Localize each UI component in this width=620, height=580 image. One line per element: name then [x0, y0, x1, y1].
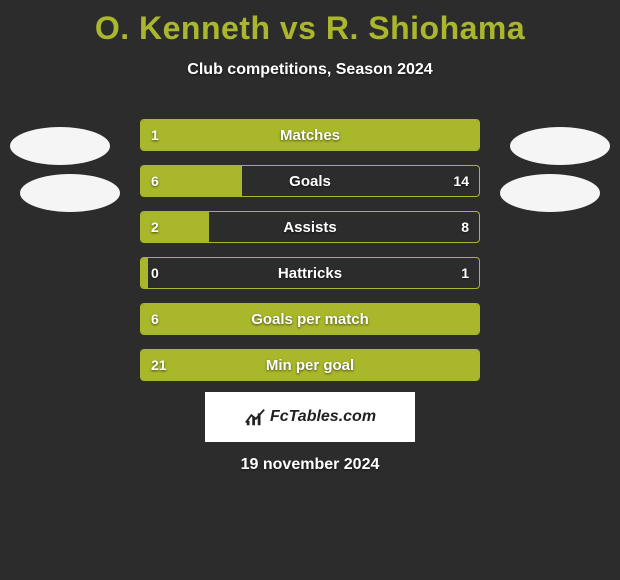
bar-fill — [141, 166, 242, 196]
page-title: O. Kenneth vs R. Shiohama — [0, 0, 620, 47]
bar-label: Hattricks — [141, 258, 479, 288]
bar-fill — [141, 258, 148, 288]
bar-fill — [141, 350, 479, 380]
bar-row: 0Hattricks1 — [140, 257, 480, 289]
player1-avatar — [10, 127, 110, 165]
bar-row: 21Min per goal — [140, 349, 480, 381]
bar-row: 2Assists8 — [140, 211, 480, 243]
bar-row: 1Matches — [140, 119, 480, 151]
bars-container: 1Matches 6Goals14 2Assists8 0Hattricks1 6Goa… — [140, 119, 480, 395]
bar-fill — [141, 212, 209, 242]
bar-fill — [141, 304, 479, 334]
player2-avatar — [510, 127, 610, 165]
page-subtitle: Club competitions, Season 2024 — [0, 61, 620, 79]
bar-fill — [141, 120, 479, 150]
watermark-text: FcTables.com — [270, 408, 376, 426]
player2-avatar-shadow — [500, 174, 600, 212]
bar-value-right: 1 — [461, 258, 469, 288]
bar-value-right: 14 — [453, 166, 469, 196]
chart-icon — [244, 406, 266, 428]
bar-value-left: 0 — [151, 258, 159, 288]
bar-value-right: 8 — [461, 212, 469, 242]
watermark[interactable]: FcTables.com — [205, 392, 415, 442]
bar-row: 6Goals per match — [140, 303, 480, 335]
date-label: 19 november 2024 — [0, 456, 620, 474]
bar-row: 6Goals14 — [140, 165, 480, 197]
player1-avatar-shadow — [20, 174, 120, 212]
